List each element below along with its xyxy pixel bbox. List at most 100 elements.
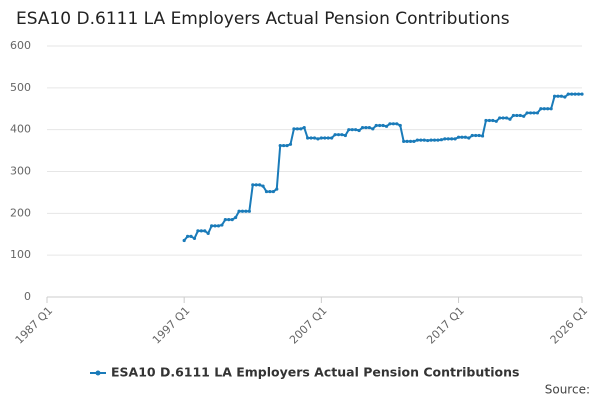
data-point	[412, 139, 416, 143]
data-point	[419, 138, 423, 142]
data-point	[566, 92, 570, 96]
data-point	[546, 107, 550, 111]
x-tick-label: 1997 Q1	[150, 304, 193, 347]
data-point	[491, 118, 495, 123]
data-point	[467, 136, 471, 140]
y-tick-label: 200	[10, 206, 31, 219]
data-point	[477, 133, 481, 138]
data-point	[199, 229, 203, 233]
data-point	[186, 234, 190, 238]
data-point	[258, 183, 262, 187]
data-point	[347, 128, 351, 132]
chart-title: ESA10 D.6111 LA Employers Actual Pension…	[16, 9, 510, 29]
data-point	[580, 92, 584, 96]
data-point	[415, 138, 419, 142]
data-point	[384, 124, 389, 128]
data-point	[532, 111, 536, 115]
data-point	[528, 111, 533, 115]
data-point	[426, 138, 430, 143]
data-point	[309, 136, 313, 140]
data-point	[515, 113, 519, 118]
data-point	[573, 92, 577, 96]
data-point	[306, 136, 310, 140]
data-point	[405, 139, 409, 143]
data-point	[234, 215, 238, 220]
data-point	[336, 133, 341, 137]
data-point	[453, 137, 457, 141]
data-point	[508, 117, 512, 121]
x-tick-label: 2026 Q1	[548, 304, 591, 347]
data-point	[388, 122, 392, 126]
data-point	[261, 184, 265, 188]
data-point	[460, 135, 464, 139]
y-tick-label: 100	[10, 248, 31, 261]
data-point	[504, 116, 509, 120]
data-point	[354, 128, 358, 132]
data-point	[559, 94, 564, 98]
y-tick-label: 600	[10, 39, 31, 52]
legend-marker	[95, 370, 101, 376]
source: Source:	[545, 383, 590, 397]
data-point	[522, 114, 526, 118]
data-point	[484, 118, 488, 123]
data-point	[295, 127, 299, 131]
data-point	[340, 133, 344, 137]
x-tick-label: 2007 Q1	[287, 304, 330, 347]
data-point	[299, 127, 303, 131]
data-point	[371, 127, 375, 131]
data-point	[203, 229, 207, 233]
data-point	[501, 116, 505, 120]
data-point	[275, 187, 279, 191]
data-point	[210, 224, 214, 228]
legend-label: ESA10 D.6111 LA Employers Actual Pension…	[111, 365, 519, 380]
data-point	[330, 136, 334, 140]
data-point	[429, 138, 433, 142]
data-point	[206, 231, 210, 236]
data-point	[474, 133, 478, 138]
data-point	[402, 139, 406, 143]
data-point	[182, 238, 186, 243]
data-point	[570, 92, 574, 96]
data-point	[391, 122, 395, 126]
data-point	[312, 136, 317, 140]
data-point	[278, 143, 282, 148]
data-point	[343, 133, 347, 138]
data-point	[216, 224, 221, 228]
data-point	[213, 224, 217, 228]
data-point	[319, 136, 323, 140]
data-point	[230, 218, 234, 222]
data-point	[518, 113, 522, 118]
data-point	[463, 135, 467, 139]
data-point	[237, 209, 241, 213]
data-point	[360, 125, 365, 130]
data-point	[244, 209, 248, 213]
data-point	[542, 107, 546, 111]
data-point	[247, 209, 251, 213]
data-point	[254, 183, 258, 187]
data-point	[292, 127, 296, 131]
data-point	[381, 123, 385, 128]
data-point	[535, 111, 540, 115]
data-point	[364, 125, 368, 130]
data-point	[333, 133, 337, 137]
data-point	[556, 94, 560, 98]
data-point	[357, 128, 361, 133]
data-point	[456, 135, 461, 139]
data-point	[196, 229, 200, 233]
data-point	[223, 218, 227, 222]
y-tick-label: 400	[10, 123, 31, 136]
data-point	[563, 95, 567, 99]
data-point	[432, 138, 437, 142]
data-point	[378, 123, 382, 128]
data-point	[422, 138, 426, 142]
data-point	[288, 142, 293, 146]
data-point	[285, 143, 289, 148]
data-point	[189, 234, 193, 238]
data-point	[350, 128, 354, 132]
data-point	[398, 123, 402, 128]
data-point	[511, 113, 516, 118]
data-point	[268, 189, 272, 194]
data-point	[251, 183, 255, 187]
data-point	[395, 122, 399, 126]
